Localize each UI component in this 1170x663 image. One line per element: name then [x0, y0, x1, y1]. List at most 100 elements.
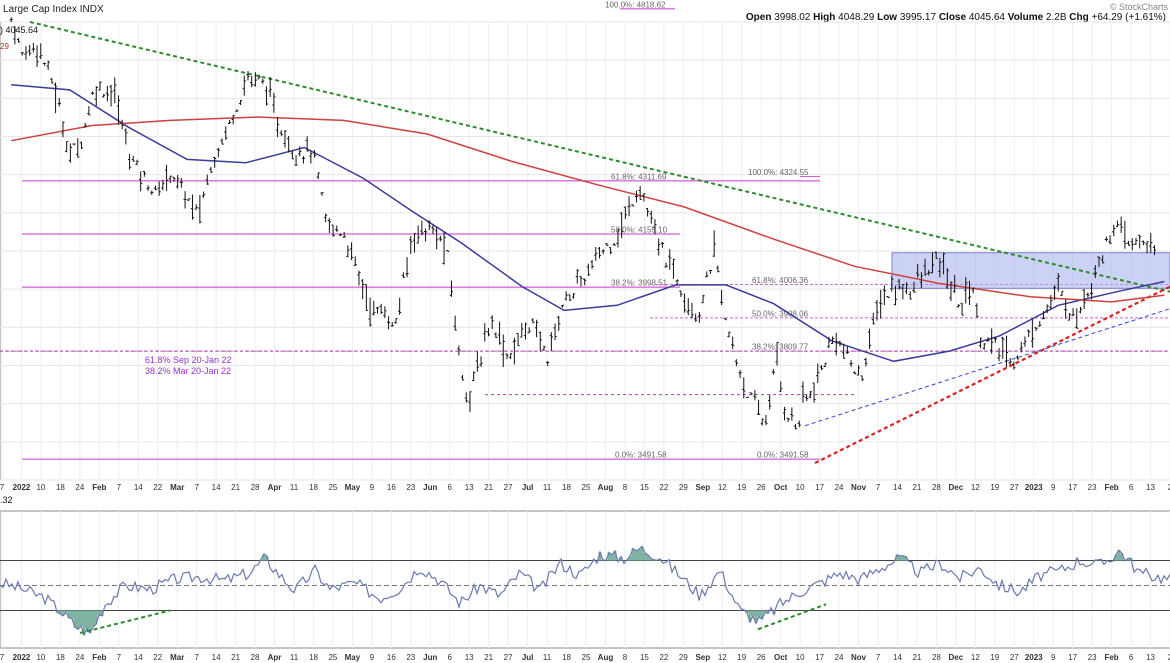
x-tick-label: 6	[1129, 483, 1134, 492]
grid	[0, 21, 1170, 648]
fib-annotation: 61.8% Sep 20-Jan 22	[145, 355, 232, 365]
x-tick-label: 7	[0, 483, 5, 492]
x-tick-label: 23	[406, 653, 415, 662]
ohlc-close: Close 4045.64	[938, 12, 1005, 23]
x-tick-label: 14	[212, 653, 221, 662]
ohlc-open: Open 3998.02	[745, 12, 811, 23]
x-tick-label: Mar	[170, 653, 184, 662]
x-tick-label: 21	[912, 653, 921, 662]
x-tick-label: 18	[562, 653, 571, 662]
x-tick-label: 9	[370, 483, 375, 492]
x-tick-label: Aug	[598, 653, 614, 662]
x-tick-label: 2	[1168, 483, 1170, 492]
x-tick-label: 2022	[13, 653, 31, 662]
x-tick-label: 11	[290, 483, 299, 492]
x-tick-label: Nov	[851, 483, 867, 492]
x-tick-label: 22	[153, 483, 162, 492]
x-tick-label: 24	[835, 483, 844, 492]
x-tick-label: 25	[328, 653, 337, 662]
x-tick-label: Sep	[695, 483, 710, 492]
x-tick-label: 23	[1088, 653, 1097, 662]
downtrend-line	[29, 21, 1170, 293]
ohlc-volume: Volume 2.2B	[1007, 12, 1067, 23]
x-tick-label: Feb	[92, 653, 106, 662]
x-tick-label: Sep	[695, 653, 710, 662]
x-tick-label: 22	[659, 483, 668, 492]
ohlc-high: High 4048.29	[813, 12, 875, 23]
x-tick-label: 13	[465, 483, 474, 492]
resistance-zone	[891, 252, 1170, 289]
x-tick-label: Jun	[423, 653, 437, 662]
price-bars	[9, 17, 1157, 430]
x-tick-label: Jul	[522, 653, 534, 662]
x-tick-label: 26	[757, 483, 766, 492]
indicator-value-label: .32	[0, 495, 13, 505]
x-tick-label: 13	[465, 653, 474, 662]
x-tick-label: 7	[194, 653, 199, 662]
x-tick-label: 6	[1129, 653, 1134, 662]
x-tick-label: Mar	[170, 483, 184, 492]
x-tick-label: 27	[504, 653, 513, 662]
x-tick-label: 17	[1068, 653, 1077, 662]
x-tick-label: 17	[815, 483, 824, 492]
x-tick-label: 10	[36, 653, 45, 662]
x-tick-label: 18	[562, 483, 571, 492]
fib-label: 0.0%: 3491.58	[757, 451, 809, 460]
bullish-divergence-line	[757, 603, 827, 631]
uptrend-line	[814, 285, 1170, 465]
x-tick-label: Dec	[949, 653, 964, 662]
moving-average-line	[11, 116, 1165, 303]
x-tick-label: 17	[815, 653, 824, 662]
x-tick-label: 28	[251, 483, 260, 492]
x-tick-label: 14	[134, 483, 143, 492]
x-tick-label: May	[345, 483, 361, 492]
x-tick-label: 10	[796, 483, 805, 492]
x-tick-label: 23	[406, 483, 415, 492]
x-tick-label: 11	[290, 653, 299, 662]
x-tick-label: 27	[504, 483, 513, 492]
x-tick-label: 27	[1010, 653, 1019, 662]
x-tick-label: 24	[75, 653, 84, 662]
x-tick-label: 25	[582, 653, 591, 662]
x-tick-label: 11	[543, 653, 552, 662]
x-tick-label: 21	[484, 483, 493, 492]
x-tick-label: 26	[757, 653, 766, 662]
x-tick-label: 7	[876, 483, 881, 492]
x-tick-label: 18	[56, 653, 65, 662]
x-tick-label: 2023	[1025, 483, 1043, 492]
x-tick-label: Jun	[423, 483, 437, 492]
x-tick-label: Aug	[598, 483, 614, 492]
x-tick-label: 24	[75, 483, 84, 492]
x-tick-label: 22	[659, 653, 668, 662]
x-tick-label: 6	[448, 653, 453, 662]
x-tick-label: 7	[117, 483, 122, 492]
x-tick-label: 14	[893, 653, 902, 662]
x-tick-label: 14	[893, 483, 902, 492]
x-tick-label: Apr	[268, 653, 282, 662]
x-tick-label: 7	[876, 653, 881, 662]
x-tick-label: 9	[370, 653, 375, 662]
x-tick-label: Apr	[268, 483, 282, 492]
brand-watermark: © StockCharts	[1109, 2, 1168, 12]
x-tick-label: 10	[36, 483, 45, 492]
x-tick-label: 15	[640, 483, 649, 492]
ohlc-chg: Chg +64.29 (+1.61%)	[1069, 12, 1166, 23]
x-tick-label: Feb	[92, 483, 106, 492]
x-tick-label: 29	[679, 483, 688, 492]
x-tick-label: 13	[1146, 483, 1155, 492]
x-tick-label: 9	[1051, 653, 1056, 662]
fib-label: 61.8%: 4311.69	[611, 172, 667, 181]
x-tick-label: 8	[623, 483, 628, 492]
x-tick-label: 21	[231, 483, 240, 492]
x-tick-label: 9	[1051, 483, 1056, 492]
x-tick-label: 11	[543, 483, 552, 492]
ohlc-low: Low 3995.17	[877, 12, 937, 23]
x-tick-label: 25	[328, 483, 337, 492]
x-tick-label: Oct	[774, 483, 788, 492]
x-tick-label: 22	[153, 653, 162, 662]
x-tick-label: 10	[796, 653, 805, 662]
x-tick-label: 24	[835, 653, 844, 662]
x-tick-label: 27	[1010, 483, 1019, 492]
x-tick-label: Feb	[1104, 653, 1118, 662]
